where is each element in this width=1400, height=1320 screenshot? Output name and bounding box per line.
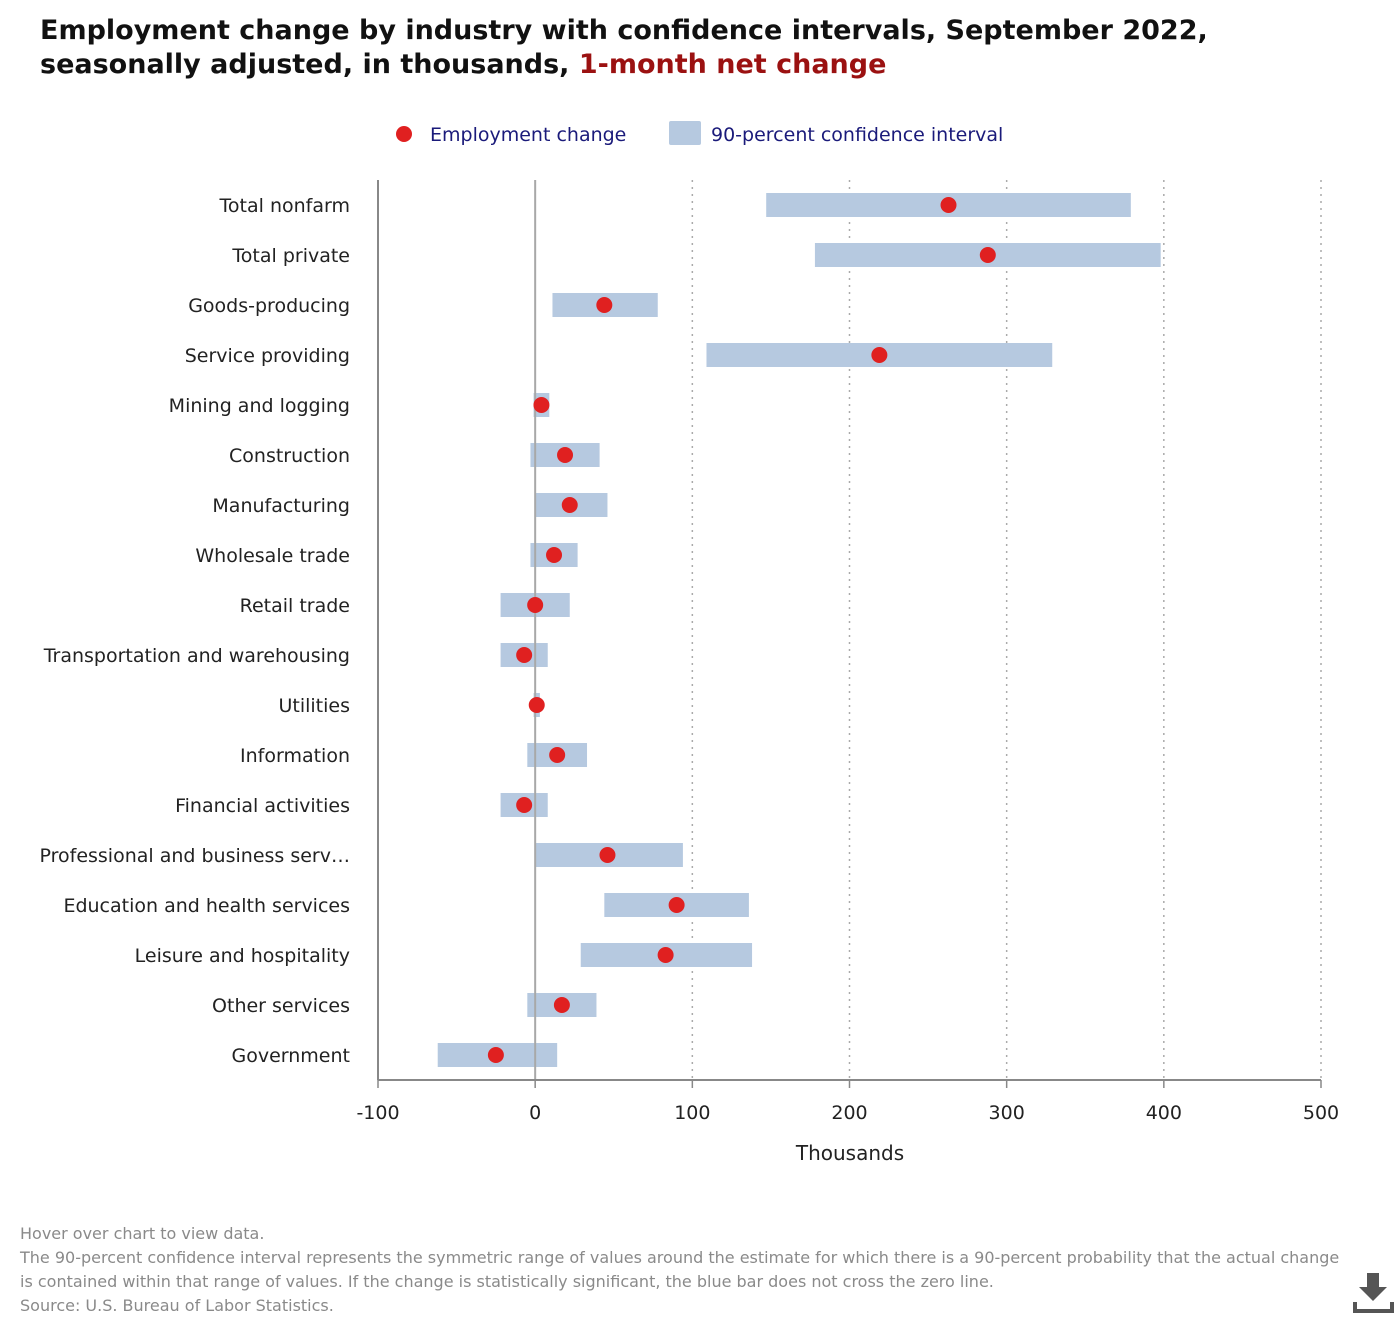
category-label: Mining and logging <box>169 395 350 417</box>
employment-change-point[interactable] <box>979 247 996 263</box>
interval-definition-note: The 90-percent confidence interval repre… <box>20 1248 1340 1291</box>
x-tick-label: 500 <box>1303 1102 1339 1124</box>
chart-title-main: Employment change by industry with confi… <box>40 15 1208 80</box>
chart-title-highlight: 1-month net change <box>578 49 887 80</box>
legend-interval-swatch <box>669 121 701 145</box>
employment-change-chart[interactable]: Employment change 90-percent confidence … <box>0 0 1400 1200</box>
gridlines <box>691 180 1322 1080</box>
employment-change-point[interactable] <box>940 197 957 213</box>
category-label: Education and health services <box>63 895 350 917</box>
x-tick-label: -100 <box>356 1102 399 1124</box>
category-label: Information <box>240 745 350 767</box>
category-label: Retail trade <box>240 595 350 617</box>
category-label: Financial activities <box>175 795 350 817</box>
employment-change-point[interactable] <box>528 697 545 713</box>
employment-points[interactable] <box>487 197 996 1063</box>
source-note: Source: U.S. Bureau of Labor Statistics. <box>20 1296 334 1315</box>
category-label: Total nonfarm <box>219 195 350 217</box>
employment-change-point[interactable] <box>596 297 613 313</box>
x-axis-title: Thousands <box>795 1141 904 1165</box>
employment-change-point[interactable] <box>533 397 550 413</box>
employment-change-point[interactable] <box>561 497 578 513</box>
x-tick-label: 300 <box>989 1102 1025 1124</box>
chart-title: Employment change by industry with confi… <box>40 14 1360 82</box>
category-label: Goods-producing <box>188 295 350 317</box>
category-labels: Total nonfarm Total private Goods-producin… <box>39 195 350 1067</box>
category-label: Transportation and warehousing <box>43 645 350 667</box>
axes <box>377 180 1322 1088</box>
confidence-intervals[interactable] <box>437 193 1161 1067</box>
category-label: Other services <box>212 995 350 1017</box>
category-label: Total private <box>231 245 350 267</box>
employment-change-point[interactable] <box>546 547 563 563</box>
employment-change-point[interactable] <box>527 597 544 613</box>
category-label: Wholesale trade <box>195 545 350 567</box>
category-label: Utilities <box>278 695 350 717</box>
x-tick-label: 400 <box>1146 1102 1182 1124</box>
chart-notes: Hover over chart to view data. The 90-pe… <box>20 1222 1340 1318</box>
category-label: Government <box>232 1045 351 1067</box>
category-label: Leisure and hospitality <box>135 945 350 967</box>
hover-note: Hover over chart to view data. <box>20 1224 265 1243</box>
employment-change-point[interactable] <box>553 997 570 1013</box>
x-tick-label: 0 <box>529 1102 541 1124</box>
legend-point-label: Employment change <box>430 124 626 146</box>
category-label: Construction <box>229 445 350 467</box>
employment-change-point[interactable] <box>871 347 888 363</box>
category-label: Service providing <box>185 345 350 367</box>
employment-change-point[interactable] <box>599 847 616 863</box>
x-tick-label: 200 <box>831 1102 867 1124</box>
legend-point-marker <box>396 126 412 142</box>
legend-interval-label: 90-percent confidence interval <box>711 124 1003 146</box>
legend: Employment change 90-percent confidence … <box>396 121 1003 146</box>
employment-change-point[interactable] <box>487 1047 504 1063</box>
employment-change-point[interactable] <box>516 647 533 663</box>
download-button[interactable] <box>1352 1270 1398 1316</box>
x-tick-labels: -100 0 100 200 300 400 500 <box>356 1102 1339 1124</box>
employment-change-point[interactable] <box>516 797 533 813</box>
employment-change-point[interactable] <box>668 897 685 913</box>
category-label: Manufacturing <box>212 495 350 517</box>
download-icon <box>1353 1273 1394 1313</box>
x-tick-label: 100 <box>674 1102 710 1124</box>
category-label: Professional and business serv… <box>39 845 350 867</box>
employment-change-point[interactable] <box>557 447 574 463</box>
employment-change-point[interactable] <box>549 747 566 763</box>
employment-change-point[interactable] <box>657 947 674 963</box>
